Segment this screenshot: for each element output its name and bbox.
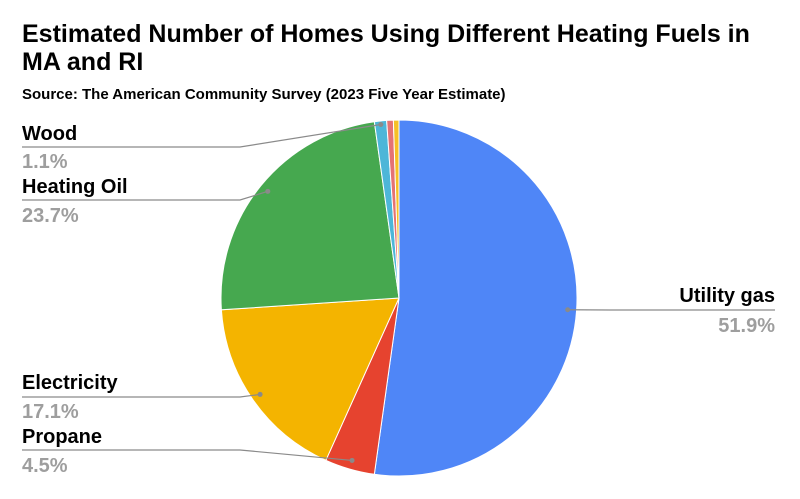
slice-label-4: Wood [22, 123, 77, 145]
leader-line-4 [22, 123, 381, 148]
slice-percent-1: 4.5% [22, 455, 68, 477]
slice-label-0: Utility gas [679, 285, 775, 307]
slice-percent-0: 51.9% [718, 315, 775, 337]
slice-percent-2: 17.1% [22, 401, 79, 423]
pie-slice-6 [392, 119, 400, 299]
chart-title: Estimated Number of Homes Using Differen… [22, 20, 750, 76]
leader-line-1 [22, 449, 353, 462]
leader-line-3 [22, 190, 268, 201]
slice-label-1: Propane [22, 426, 102, 448]
slice-percent-3: 23.7% [22, 205, 79, 227]
leader-line-2 [22, 393, 261, 398]
slice-labels: Utility gas 51.9% Propane 4.5% Electricity 17… [22, 123, 775, 477]
pie-slice-2 [220, 297, 400, 461]
pie-slice-3 [220, 121, 400, 311]
slice-percent-4: 1.1% [22, 151, 68, 173]
chart-subtitle: Source: The American Community Survey (2… [22, 86, 506, 103]
pie-slices [220, 119, 578, 477]
slice-label-2: Electricity [22, 372, 118, 394]
pie-slice-0 [373, 119, 578, 477]
slice-label-3: Heating Oil [22, 176, 128, 198]
leader-lines [22, 122, 775, 463]
